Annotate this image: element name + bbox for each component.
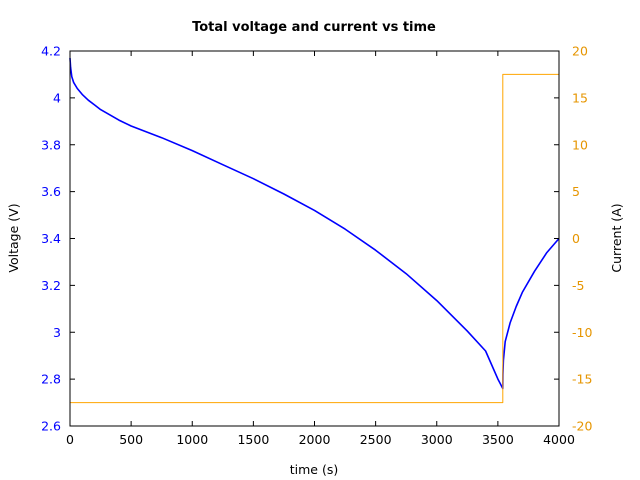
voltage-series-line xyxy=(69,57,560,390)
y2-tick-label: -10 xyxy=(572,325,592,340)
y-tick-label: 4.2 xyxy=(41,44,61,59)
plot-frame xyxy=(69,50,560,427)
x-tick-label: 2500 xyxy=(360,432,392,447)
x-tick-label: 1000 xyxy=(176,432,208,447)
x-tick-label: 3500 xyxy=(482,432,514,447)
y-tick-label: 3.8 xyxy=(41,137,61,152)
y2-axis-label: Current (A) xyxy=(609,203,624,272)
chart-title: Total voltage and current vs time xyxy=(192,20,436,35)
y-tick-label: 3.4 xyxy=(41,231,61,246)
y2-tick-label: 10 xyxy=(572,137,588,152)
y-tick-label: 2.6 xyxy=(41,419,61,434)
x-tick-label: 3000 xyxy=(421,432,453,447)
current-series-line xyxy=(70,73,559,404)
x-axis-label: time (s) xyxy=(290,462,338,477)
y2-tick-label: 20 xyxy=(572,44,588,59)
x-tick-label: 2000 xyxy=(299,432,331,447)
y2-tick-label: 0 xyxy=(572,231,580,246)
y2-tick-label: -5 xyxy=(572,278,584,293)
x-tick-label: 4000 xyxy=(543,432,575,447)
y2-tick-label: -15 xyxy=(572,372,592,387)
y-tick-label: 3.2 xyxy=(41,278,61,293)
y-tick-label: 3.6 xyxy=(41,184,61,199)
x-tick-label: 500 xyxy=(119,432,143,447)
y2-tick-label: 15 xyxy=(572,90,588,105)
y-axis-label: Voltage (V) xyxy=(6,203,21,272)
x-tick-label: 1500 xyxy=(237,432,269,447)
y2-tick-label: -20 xyxy=(572,419,592,434)
y-tick-label: 4 xyxy=(53,90,61,105)
x-tick-label: 0 xyxy=(66,432,74,447)
y-tick-label: 2.8 xyxy=(41,372,61,387)
y2-tick-label: 5 xyxy=(572,184,580,199)
y-tick-label: 3 xyxy=(53,325,61,340)
